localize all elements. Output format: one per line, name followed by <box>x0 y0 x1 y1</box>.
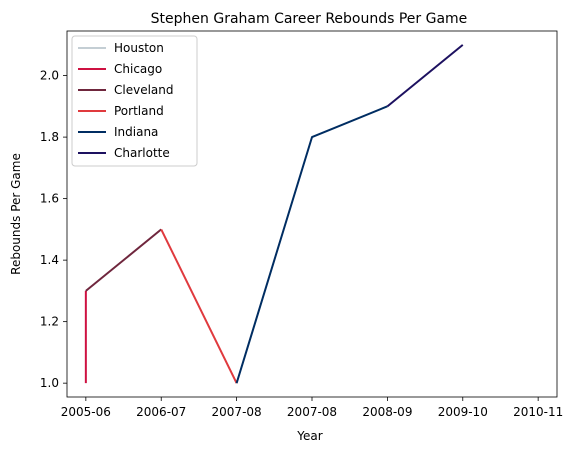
x-tick-label: 2006-07 <box>136 405 186 419</box>
legend-label-cleveland: Cleveland <box>114 83 174 97</box>
x-tick-label: 2010-11 <box>513 405 563 419</box>
y-tick-label: 1.8 <box>40 130 59 144</box>
legend-label-chicago: Chicago <box>114 62 162 76</box>
x-tick-label: 2007-08 <box>287 405 337 419</box>
series-line-charlotte <box>386 44 464 108</box>
y-tick-label: 1.4 <box>40 253 59 267</box>
legend-label-indiana: Indiana <box>114 125 158 139</box>
legend-label-portland: Portland <box>114 104 164 118</box>
x-tick-label: 2008-09 <box>362 405 412 419</box>
legend: Houston Chicago Cleveland Portland Indiana Ch… <box>71 35 198 167</box>
y-tick-label: 1.6 <box>40 192 59 206</box>
x-axis-label: Year <box>296 429 322 443</box>
chart-title: Stephen Graham Career Rebounds Per Game <box>151 11 468 27</box>
series-line-indiana <box>235 105 388 384</box>
y-axis: 1.0 1.2 1.4 1.6 1.8 2.0 <box>40 69 67 390</box>
y-axis-label: Rebounds Per Game <box>9 153 23 275</box>
y-tick-label: 2.0 <box>40 69 59 83</box>
x-tick-label: 2007-08 <box>212 405 262 419</box>
x-tick-label: 2005-06 <box>61 405 111 419</box>
y-tick-label: 1.2 <box>40 315 59 329</box>
x-tick-label: 2009-10 <box>438 405 488 419</box>
series-line-cleveland <box>85 228 162 292</box>
series-line-portland <box>160 228 238 384</box>
legend-label-houston: Houston <box>114 41 164 55</box>
y-tick-label: 1.0 <box>40 376 59 390</box>
x-axis: 2005-06 2006-07 2007-08 2007-08 2008-09 2009-… <box>61 397 563 419</box>
legend-label-charlotte: Charlotte <box>114 146 170 160</box>
plot-lines <box>84 44 464 384</box>
